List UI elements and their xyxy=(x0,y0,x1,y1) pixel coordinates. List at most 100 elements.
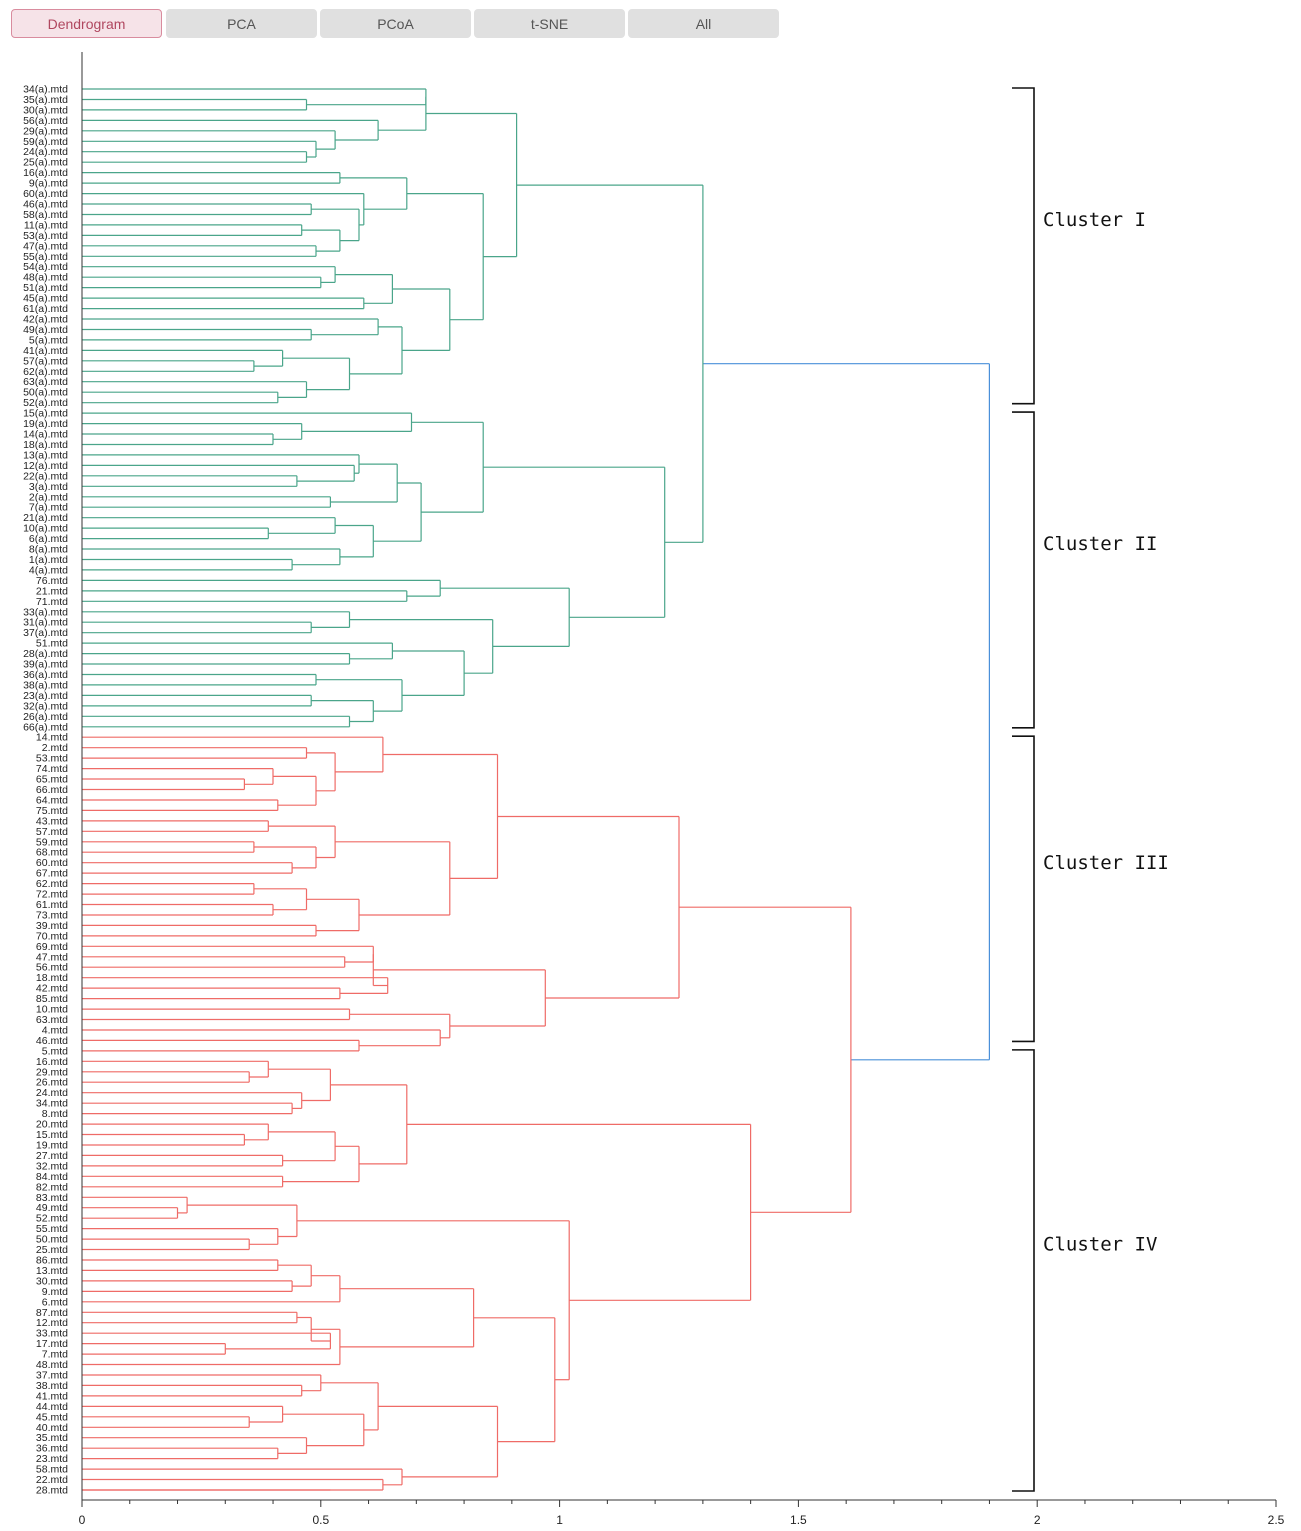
leaf-label: 12.mtd xyxy=(36,1317,68,1329)
cluster-brackets: Cluster I Cluster II Cluster III Cluster IV xyxy=(1012,87,1169,1492)
leaf-label: 43.mtd xyxy=(36,815,68,827)
leaf-label: 2.mtd xyxy=(42,742,68,754)
leaf-label: 52.mtd xyxy=(36,1213,68,1225)
leaf-label: 52(a).mtd xyxy=(23,397,68,409)
leaf-label: 11(a).mtd xyxy=(24,219,68,231)
leaf-label: 6.mtd xyxy=(42,1296,68,1308)
x-tick-label: 2.5 xyxy=(1268,1513,1285,1527)
leaf-label: 53(a).mtd xyxy=(23,230,68,242)
leaf-label: 53.mtd xyxy=(36,753,68,765)
leaf-label: 63.mtd xyxy=(36,1014,68,1026)
leaf-label: 68.mtd xyxy=(36,847,68,859)
leaf-label: 33.mtd xyxy=(36,1328,68,1340)
leaf-label: 48.mtd xyxy=(36,1359,68,1371)
leaf-label: 40.mtd xyxy=(36,1422,68,1434)
leaf-label: 76.mtd xyxy=(36,575,68,587)
x-tick-label: 0.5 xyxy=(312,1513,329,1527)
leaf-label: 31(a).mtd xyxy=(23,617,68,629)
leaf-label: 9.mtd xyxy=(42,1286,68,1298)
leaf-label: 22(a).mtd xyxy=(23,470,68,482)
leaf-label: 14.mtd xyxy=(36,732,68,744)
leaf-label: 38.mtd xyxy=(36,1380,68,1392)
leaf-label: 47.mtd xyxy=(36,951,68,963)
leaf-label: 66(a).mtd xyxy=(23,721,68,733)
x-tick-label: 0 xyxy=(79,1513,86,1527)
leaf-label: 15(a).mtd xyxy=(23,408,68,420)
x-tick-label: 2 xyxy=(1034,1513,1041,1527)
x-tick-label: 1 xyxy=(556,1513,563,1527)
leaf-label: 62.mtd xyxy=(36,878,68,890)
leaf-label: 46(a).mtd xyxy=(23,199,68,211)
leaf-label: 47(a).mtd xyxy=(23,240,68,252)
leaf-label: 61.mtd xyxy=(36,899,68,911)
leaf-label: 41.mtd xyxy=(36,1390,68,1402)
leaf-label: 30(a).mtd xyxy=(23,104,68,116)
leaf-label: 16.mtd xyxy=(36,1056,68,1068)
leaf-label: 19(a).mtd xyxy=(23,418,68,430)
x-axis: 0 0.5 1 1.5 2 2.5 xyxy=(79,52,1285,1527)
leaf-label: 82.mtd xyxy=(36,1181,68,1193)
leaf-label: 10.mtd xyxy=(36,1004,68,1016)
leaf-label: 85.mtd xyxy=(36,993,68,1005)
cluster-label: Cluster III xyxy=(1043,852,1169,874)
tab-pcoa[interactable]: PCoA xyxy=(320,9,471,38)
tab-dendrogram[interactable]: Dendrogram xyxy=(11,9,162,38)
leaf-label: 36.mtd xyxy=(36,1443,68,1455)
leaf-label: 25(a).mtd xyxy=(23,157,68,169)
leaf-label: 58(a).mtd xyxy=(23,209,68,221)
leaf-label: 84.mtd xyxy=(36,1171,68,1183)
leaf-label: 8(a).mtd xyxy=(29,544,68,556)
tab-all[interactable]: All xyxy=(628,9,779,38)
leaf-label: 12(a).mtd xyxy=(23,460,68,472)
cluster-label: Cluster II xyxy=(1043,533,1157,555)
leaf-label: 13.mtd xyxy=(36,1265,68,1277)
tab-tsne[interactable]: t-SNE xyxy=(474,9,625,38)
leaf-label: 16(a).mtd xyxy=(23,167,68,179)
view-tabs: Dendrogram PCA PCoA t-SNE All xyxy=(11,9,781,40)
leaf-label: 21.mtd xyxy=(36,585,68,597)
cluster-bracket xyxy=(1012,735,1035,1043)
leaf-label: 87.mtd xyxy=(36,1307,68,1319)
leaf-label: 39.mtd xyxy=(36,920,68,932)
leaf-label: 55(a).mtd xyxy=(23,251,68,263)
leaf-label: 56(a).mtd xyxy=(23,115,68,127)
cluster-bracket xyxy=(1012,87,1035,405)
leaf-label: 55.mtd xyxy=(36,1223,68,1235)
leaf-label: 8.mtd xyxy=(42,1108,68,1120)
leaf-label: 66.mtd xyxy=(36,784,68,796)
leaf-label: 74.mtd xyxy=(36,763,68,775)
leaf-label: 23.mtd xyxy=(36,1453,68,1465)
leaf-label: 69.mtd xyxy=(36,941,68,953)
leaf-label: 35.mtd xyxy=(36,1432,68,1444)
leaf-label: 7.mtd xyxy=(42,1349,68,1361)
leaf-label: 18(a).mtd xyxy=(23,439,68,451)
x-tick-label: 1.5 xyxy=(790,1513,807,1527)
leaf-label: 75.mtd xyxy=(36,805,68,817)
leaf-label: 42.mtd xyxy=(36,983,68,995)
leaf-label: 56.mtd xyxy=(36,962,68,974)
leaf-label: 5.mtd xyxy=(42,1045,68,1057)
leaf-label: 9(a).mtd xyxy=(29,178,68,190)
leaf-label: 7(a).mtd xyxy=(29,502,68,514)
leaf-label: 65.mtd xyxy=(36,774,68,786)
leaf-label: 39(a).mtd xyxy=(23,659,68,671)
leaf-label: 57.mtd xyxy=(36,826,68,838)
leaf-label: 32.mtd xyxy=(36,1160,68,1172)
tab-pca[interactable]: PCA xyxy=(166,9,317,38)
leaf-label: 83.mtd xyxy=(36,1192,68,1204)
leaf-label: 25.mtd xyxy=(36,1244,68,1256)
leaf-label: 20.mtd xyxy=(36,1119,68,1131)
leaf-label: 51(a).mtd xyxy=(23,282,68,294)
leaf-label: 5(a).mtd xyxy=(29,334,68,346)
leaf-label: 62(a).mtd xyxy=(23,366,68,378)
leaf-label: 6(a).mtd xyxy=(29,533,68,545)
leaf-label: 73.mtd xyxy=(36,909,68,921)
leaf-label: 24(a).mtd xyxy=(23,146,68,158)
leaf-label: 70.mtd xyxy=(36,930,68,942)
leaf-label: 58.mtd xyxy=(36,1464,68,1476)
leaf-label: 37(a).mtd xyxy=(23,627,68,639)
cluster-bracket xyxy=(1012,1049,1035,1492)
leaf-label: 28.mtd xyxy=(36,1485,68,1497)
leaf-label: 64.mtd xyxy=(36,794,68,806)
leaf-label: 60(a).mtd xyxy=(23,188,68,200)
